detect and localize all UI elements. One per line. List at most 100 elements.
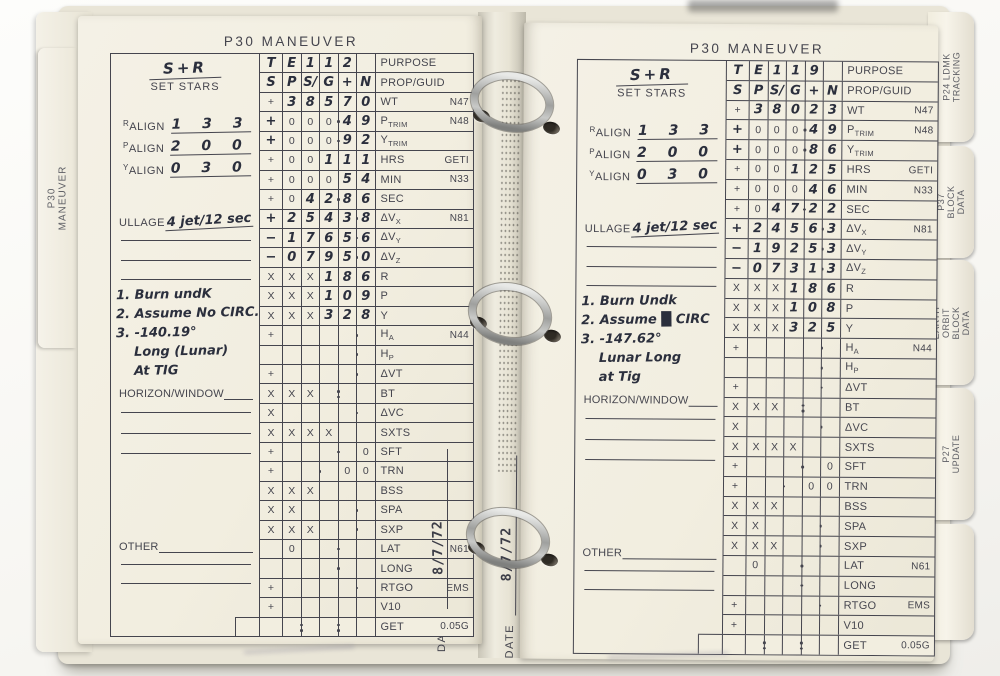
set-stars-header: S+R SET STARS [578, 64, 726, 100]
grid-cell-digit [302, 365, 320, 384]
grid-cell-digit [283, 326, 302, 345]
grid-cell-digit [746, 476, 766, 496]
grid-cell-digit [320, 326, 339, 345]
grid-cell-digit [783, 595, 802, 615]
grid-cell-digit [283, 578, 302, 598]
grid-cell-sign: X [724, 397, 748, 417]
grid-cell-digit: 6 [357, 267, 376, 287]
tab-p27-update[interactable]: P27 UPDATE [928, 388, 974, 520]
tab-p30-maneuver-label: P30 MANEUVER [46, 165, 69, 231]
printed-decimal-dot [355, 256, 359, 259]
grid-row-label-main: YTRIM [846, 143, 875, 158]
grid-cell-digit: 8 [339, 190, 357, 209]
grid-cell-sign: + [726, 120, 750, 140]
grid-row-label-ref: N61 [911, 561, 931, 573]
grid-cell-sign: X [260, 403, 283, 423]
grid-cell-digit: X [302, 287, 320, 306]
grid-cell-digit: 0 [339, 462, 357, 481]
grid-row-label: BSS [376, 482, 474, 500]
grid-cell-digit: X [302, 384, 320, 403]
blank-line [584, 569, 715, 572]
grid-row-label-main: SEC [846, 203, 870, 216]
grid-cell-digit [745, 635, 765, 655]
grid-row-label-sub: A [853, 346, 860, 356]
grid-cell-digit [820, 536, 840, 556]
grid-cell-digit: 1 [786, 61, 806, 81]
grid-cell-digit: X [748, 298, 767, 318]
grid-cell-digit [320, 481, 339, 501]
grid-cell-digit: 5 [320, 92, 339, 112]
grid-cell-digit [783, 536, 803, 556]
grid-row-label: GET 0.05G [376, 618, 474, 636]
grid-cell-digit: 6 [320, 228, 339, 248]
grid-row-label: BSS [839, 497, 935, 516]
printed-decimal-dot [355, 528, 359, 532]
grid-cell-digit: 7 [766, 259, 786, 279]
ullage-row: ULLAGE 4 jet/12 sec [585, 215, 720, 238]
grid-cell-digit [746, 595, 765, 615]
grid-row: + RTGO EMS [260, 577, 473, 598]
grid-cell-digit: 5 [302, 209, 320, 228]
horizon-window-line [223, 399, 253, 400]
grid-row-label-main: PURPOSE [847, 65, 904, 78]
align-label: PALIGN [123, 141, 165, 155]
grid-row: LONG [723, 574, 935, 596]
grid-row-label-main: TRN [380, 465, 405, 478]
grid-cell-digit: 0 [283, 539, 302, 559]
grid-row-label-ref: EMS [907, 600, 931, 612]
grid-row-label-main: HA [845, 341, 860, 356]
grid-cell-digit [819, 635, 839, 655]
note-line: 1. Burn Undk [581, 293, 678, 310]
grid-row: T E 1 1 9 PURPOSE [726, 60, 938, 81]
grid-cell-digit [302, 578, 320, 598]
grid-cell-sign: X [260, 501, 283, 520]
grid-cell-digit: 9 [357, 287, 376, 306]
grid-cell-digit: 7 [302, 248, 320, 267]
grid-row-label-main: LAT [843, 560, 865, 573]
grid-row: −1 9 2 5 3 ΔVY [725, 238, 937, 260]
grid-cell-digit [302, 403, 320, 423]
grid-cell-digit: X [766, 279, 786, 298]
grid-row-label: SFT [840, 458, 936, 477]
printed-colon-dot [337, 629, 340, 632]
grid-cell-digit [302, 442, 320, 462]
grid-row-label-main: BSS [844, 500, 868, 513]
grid-row: +0 0 0 5 4 MIN N33 [260, 169, 473, 190]
grid-cell-digit: 1 [320, 287, 339, 306]
printed-decimal-dot [337, 120, 340, 123]
grid-cell-digit [302, 462, 320, 481]
grid-row-label-ref: N61 [449, 543, 469, 555]
date-value: 8/7/72 [498, 527, 515, 583]
align-value: 0 3 0 [636, 166, 718, 185]
blank-line [121, 260, 251, 261]
align-label: RALIGN [589, 125, 632, 140]
grid-cell-digit: 1 [785, 279, 804, 299]
blank-line [121, 583, 251, 584]
grid-cell-digit [339, 559, 357, 578]
grid-cell-digit: 5 [822, 319, 841, 338]
grid-row-label-main: LONG [843, 579, 877, 593]
align-axis: Y [589, 169, 596, 179]
grid-row: +3 8 5 7 0 WT N47 [260, 91, 473, 112]
grid-cell-digit: X [766, 318, 786, 338]
grid-row-label-ref: N48 [914, 125, 934, 137]
grid-row-label-main: Y [845, 322, 854, 335]
grid-row-label-ref: N33 [449, 174, 469, 186]
grid-cell-digit [357, 54, 376, 73]
printed-decimal-dot [355, 586, 359, 590]
grid-cell-digit: X [283, 384, 302, 403]
grid-row-label-ref: GETI [444, 154, 469, 166]
grid-row-label: PURPOSE [842, 62, 938, 81]
blank-line [585, 438, 716, 441]
grid-row: +0 SFT [724, 455, 936, 478]
grid-cell-digit: 1 [768, 61, 787, 81]
tab-p30-maneuver[interactable]: P30 MANEUVER [38, 48, 76, 348]
align-row: RALIGN 1 3 3 [123, 111, 252, 134]
grid-cell-digit: 0 [746, 556, 766, 575]
grid-row-label-main: HP [380, 347, 395, 362]
grid-cell-digit: X [320, 423, 339, 442]
grid-cell-sign: X [725, 278, 749, 298]
align-axis: R [589, 125, 596, 135]
tab-p27-update-label: P27 UPDATE [941, 434, 961, 474]
grid-row-label: TRN [376, 462, 474, 480]
